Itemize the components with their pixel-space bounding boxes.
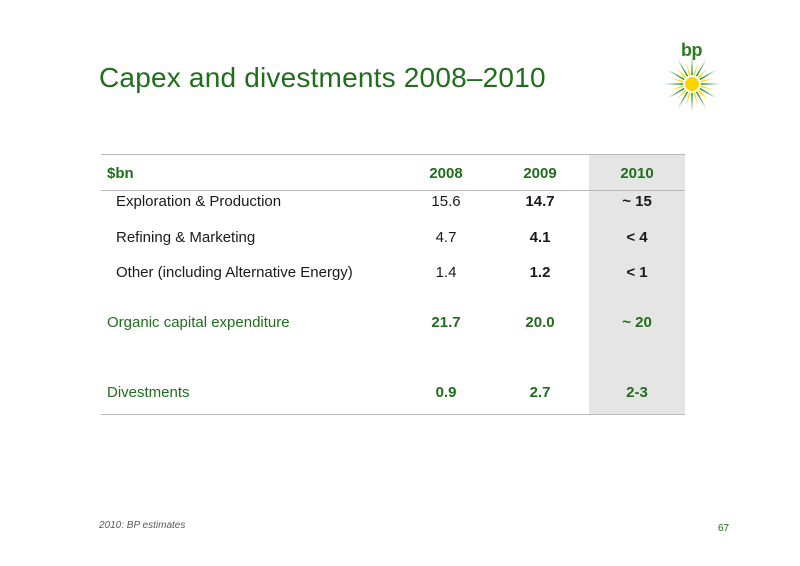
cell-2008: 1.4 (435, 264, 457, 281)
header-rule (101, 190, 685, 191)
cell-2010: ~ 15 (622, 193, 652, 210)
cell-2010: < 4 (626, 229, 648, 246)
sunburst-ray (691, 56, 693, 77)
sunburst-ray (693, 91, 698, 106)
table-bottom-rule (101, 414, 685, 415)
table-top-rule (101, 154, 685, 155)
sunburst-ray (699, 85, 714, 90)
header-unit: $bn (107, 165, 134, 182)
sunburst-ray (695, 90, 706, 109)
cell-2009: 1.2 (529, 264, 551, 281)
slide-title: Capex and divestments 2008–2010 (99, 62, 546, 93)
sunburst-ray (664, 83, 685, 85)
capex-table: $bn 2008 2009 2010 Exploration & Product… (101, 154, 685, 415)
cell-2009: 2.7 (529, 384, 551, 401)
sunburst-ray (667, 87, 686, 98)
column-2010-highlight (589, 154, 685, 415)
cell-2009: 4.1 (529, 229, 551, 246)
sunburst-ray (686, 62, 691, 77)
sunburst-ray (699, 78, 714, 83)
sunburst-ray (678, 90, 689, 109)
sunburst-ray (670, 78, 685, 83)
sunburst-ray (686, 91, 691, 106)
sunburst-ray (691, 91, 693, 112)
row-label: Divestments (107, 384, 190, 401)
sunburst-ray (697, 89, 708, 100)
cell-2008: 21.7 (431, 314, 461, 331)
row-label: Organic capital expenditure (107, 314, 290, 331)
sunburst-ray (693, 62, 698, 77)
cell-2010: ~ 20 (622, 314, 652, 331)
sunburst-ray (698, 87, 717, 98)
cell-2008: 15.6 (431, 193, 461, 210)
sunburst-ray (670, 85, 685, 90)
cell-2010: < 1 (626, 264, 648, 281)
cell-2009: 14.7 (525, 193, 555, 210)
helios-sunburst-icon (664, 56, 720, 112)
sunburst-ray (667, 70, 686, 81)
sunburst-ray (676, 68, 687, 79)
cell-2008: 0.9 (435, 384, 457, 401)
footnote: 2010: BP estimates (99, 520, 186, 531)
sunburst-ray (695, 59, 706, 78)
cell-2009: 20.0 (525, 314, 555, 331)
sunburst-ray (699, 83, 720, 85)
row-label: Refining & Marketing (116, 229, 256, 246)
bp-logo: bp (662, 40, 722, 116)
row-label: Exploration & Production (116, 193, 282, 210)
sunburst-ray (698, 70, 717, 81)
page-number: 67 (718, 523, 730, 534)
cell-2008: 4.7 (435, 229, 457, 246)
sunburst-ray (678, 59, 689, 78)
header-2010: 2010 (620, 165, 654, 182)
sunburst-ray (676, 89, 687, 100)
row-label: Other (including Alternative Energy) (116, 264, 353, 281)
header-2009: 2009 (523, 165, 557, 182)
header-2008: 2008 (429, 165, 463, 182)
bp-logo-text: bp (681, 40, 703, 60)
cell-2010: 2-3 (626, 384, 648, 401)
sunburst-ray (697, 68, 708, 79)
